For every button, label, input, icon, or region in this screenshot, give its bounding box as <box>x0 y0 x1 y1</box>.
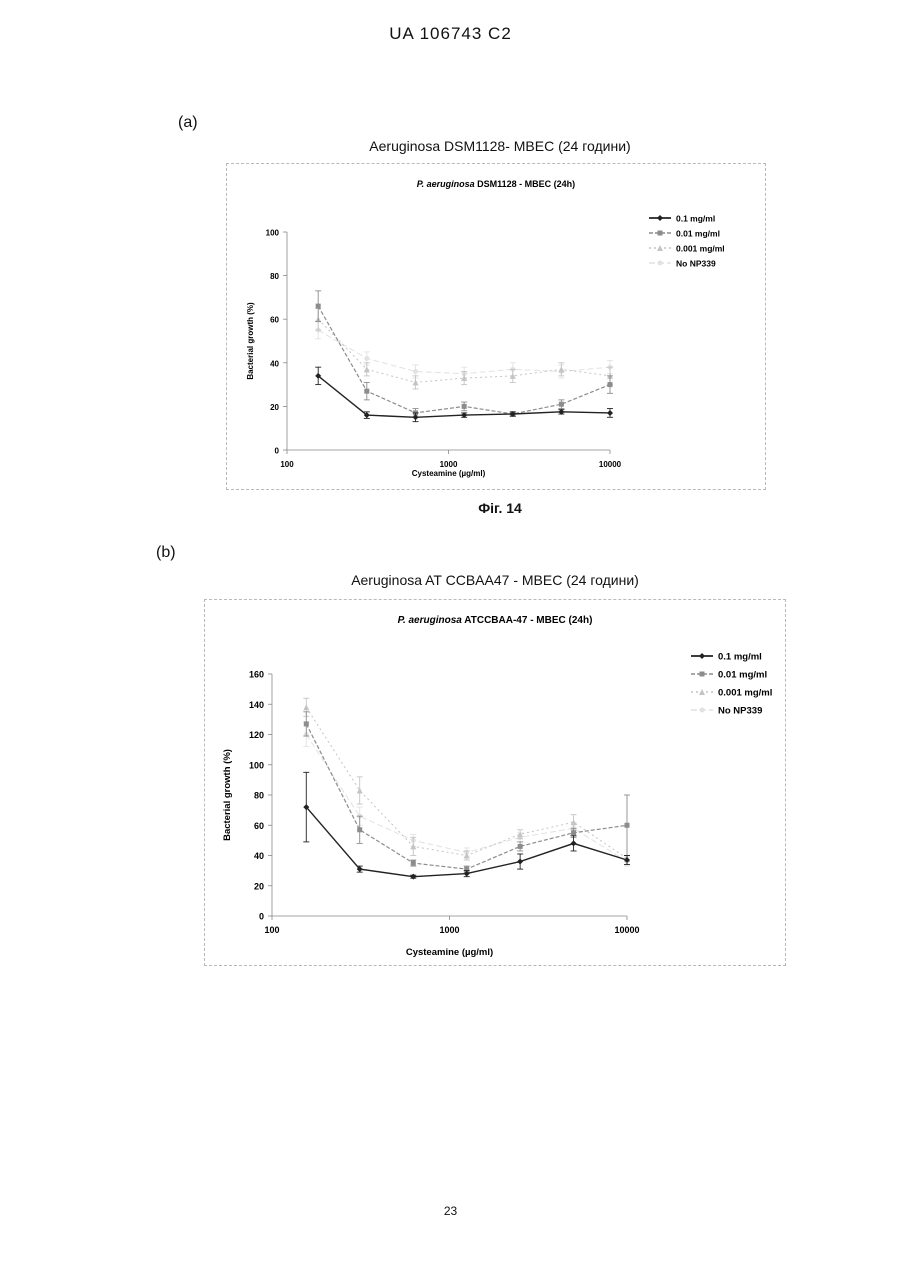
data-point <box>518 844 523 849</box>
data-point <box>571 830 576 835</box>
y-tick-label: 160 <box>249 670 264 680</box>
chart-title-organism: P. aeruginosa <box>398 615 463 626</box>
y-tick-label: 140 <box>249 700 264 710</box>
series-1 <box>303 772 630 879</box>
series-4 <box>303 722 630 866</box>
legend-marker <box>657 215 663 221</box>
data-point <box>625 823 630 828</box>
chart-title-strain: ATCCBAA-47 - MBEC (24h) <box>462 615 593 626</box>
document-header: UA 106743 C2 <box>0 24 901 44</box>
series-3 <box>303 698 630 861</box>
data-point <box>304 721 309 726</box>
panel-label-b: (b) <box>156 544 176 562</box>
legend-label: 0.1 mg/ml <box>676 214 715 224</box>
data-point <box>413 369 418 374</box>
series-line <box>318 306 610 414</box>
x-tick-label: 1000 <box>439 925 459 935</box>
y-tick-label: 100 <box>266 229 280 238</box>
legend-marker <box>699 689 705 695</box>
data-point <box>364 389 369 394</box>
data-point <box>364 356 369 361</box>
x-tick-label: 10000 <box>599 460 622 469</box>
data-point <box>316 304 321 309</box>
y-tick-label: 40 <box>254 851 264 861</box>
chart-b-outer-title: Aeruginosa AT CCBAA47 - MBEC (24 години) <box>200 572 790 588</box>
x-tick-label: 100 <box>264 925 279 935</box>
series-line <box>306 707 627 858</box>
chart-a-outer-title: Aeruginosa DSM1128- MBEC (24 години) <box>220 138 780 154</box>
data-point <box>357 787 363 793</box>
legend-marker <box>699 653 705 659</box>
y-tick-label: 80 <box>254 791 264 801</box>
y-tick-label: 20 <box>254 881 264 891</box>
data-point <box>357 827 362 832</box>
legend-label: No NP339 <box>676 259 716 269</box>
legend-marker <box>700 672 705 677</box>
legend-marker <box>658 231 663 236</box>
legend-marker <box>700 708 705 713</box>
y-tick-label: 60 <box>254 821 264 831</box>
chart-b-plot: P. aeruginosa ATCCBAA-47 - MBEC (24h) 0 20… <box>205 600 785 965</box>
legend-marker <box>657 245 663 251</box>
chart-title: P. aeruginosa ATCCBAA-47 - MBEC (24h) <box>398 615 593 626</box>
legend-label: 0.001 mg/ml <box>718 688 772 699</box>
y-tick-label: 60 <box>270 316 279 325</box>
y-axis-label: Bacterial growth (%) <box>246 302 255 380</box>
page-number: 23 <box>0 1204 901 1218</box>
data-point <box>607 410 613 416</box>
series-3 <box>315 308 613 389</box>
y-axis-label: Bacterial growth (%) <box>222 749 233 841</box>
data-point <box>608 382 613 387</box>
x-tick-label: 10000 <box>614 925 639 935</box>
legend-label: 0.001 mg/ml <box>676 244 725 254</box>
y-tick-label: 40 <box>270 359 279 368</box>
y-tick-label: 80 <box>270 272 279 281</box>
legend-label: No NP339 <box>718 706 762 717</box>
chart-a-frame: P. aeruginosa DSM1128 - MBEC (24h) 0 20 40 6… <box>226 163 766 490</box>
x-axis-label: Cysteamine (µg/ml) <box>412 469 486 478</box>
legend: 0.1 mg/ml 0.01 mg/ml 0.001 mg/ml No NP339 <box>691 652 772 717</box>
legend-marker <box>658 261 663 266</box>
legend-label: 0.01 mg/ml <box>676 229 720 239</box>
chart-b-frame: P. aeruginosa ATCCBAA-47 - MBEC (24h) 0 20… <box>204 599 786 966</box>
legend-label: 0.1 mg/ml <box>718 652 762 663</box>
chart-title-organism: P. aeruginosa <box>417 179 475 189</box>
series-line <box>306 724 627 869</box>
y-tick-label: 0 <box>275 447 280 456</box>
data-point <box>559 402 564 407</box>
x-tick-label: 100 <box>280 460 294 469</box>
x-axis-label: Cysteamine (µg/ml) <box>406 947 493 958</box>
data-point <box>462 404 467 409</box>
y-tick-label: 20 <box>270 403 279 412</box>
chart-title: P. aeruginosa DSM1128 - MBEC (24h) <box>417 179 575 189</box>
y-tick-label: 100 <box>249 760 264 770</box>
data-point <box>410 874 416 880</box>
data-point <box>571 840 577 846</box>
data-point <box>303 704 309 710</box>
panel-label-a: (a) <box>178 114 198 132</box>
y-tick-label: 120 <box>249 730 264 740</box>
data-point <box>411 861 416 866</box>
series-line <box>306 735 627 862</box>
y-tick-label: 0 <box>259 912 264 922</box>
data-point <box>558 366 564 372</box>
figure-caption: Фіг. 14 <box>380 500 620 516</box>
chart-title-strain: DSM1128 - MBEC (24h) <box>475 179 576 189</box>
legend-label: 0.01 mg/ml <box>718 670 767 681</box>
chart-a-plot: P. aeruginosa DSM1128 - MBEC (24h) 0 20 40 6… <box>227 164 765 489</box>
data-point <box>413 379 419 385</box>
x-tick-label: 1000 <box>440 460 458 469</box>
data-point <box>517 859 523 865</box>
legend: 0.1 mg/ml 0.01 mg/ml 0.001 mg/ml No NP339 <box>649 214 725 269</box>
